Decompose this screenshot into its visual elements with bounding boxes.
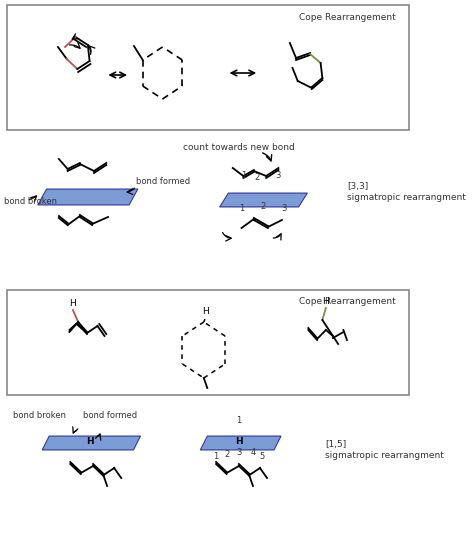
- Polygon shape: [38, 189, 138, 205]
- Text: 1: 1: [237, 416, 242, 425]
- Text: 3: 3: [276, 171, 281, 180]
- Text: 2: 2: [260, 202, 265, 211]
- Text: 4: 4: [250, 448, 255, 457]
- Polygon shape: [42, 436, 140, 450]
- Text: 2: 2: [255, 173, 260, 182]
- Text: 2: 2: [224, 450, 229, 459]
- Text: 1: 1: [213, 452, 219, 461]
- Text: Cope Rearrangement: Cope Rearrangement: [299, 13, 395, 22]
- Text: 3: 3: [281, 204, 286, 213]
- Polygon shape: [219, 193, 308, 207]
- Text: count towards new bond: count towards new bond: [183, 143, 295, 152]
- Polygon shape: [201, 436, 281, 450]
- Text: H: H: [322, 297, 329, 306]
- Text: Cope Rearrangement: Cope Rearrangement: [299, 297, 395, 306]
- Text: 1: 1: [239, 204, 244, 213]
- Text: [3,3]
sigmatropic rearrangment: [3,3] sigmatropic rearrangment: [347, 182, 466, 202]
- Text: bond formed: bond formed: [136, 178, 190, 187]
- Text: 5: 5: [259, 452, 264, 461]
- Text: [1,5]
sigmatropic rearrangment: [1,5] sigmatropic rearrangment: [325, 440, 444, 459]
- Text: bond broken: bond broken: [13, 410, 66, 420]
- Text: H: H: [70, 299, 76, 308]
- Text: 3: 3: [236, 448, 242, 457]
- Text: bond formed: bond formed: [83, 410, 137, 420]
- Text: H: H: [202, 307, 209, 316]
- FancyBboxPatch shape: [7, 290, 410, 395]
- FancyBboxPatch shape: [7, 5, 410, 130]
- Text: 1: 1: [241, 171, 246, 180]
- Text: H: H: [86, 436, 93, 445]
- Text: H: H: [235, 436, 243, 445]
- Text: bond broken: bond broken: [4, 197, 57, 207]
